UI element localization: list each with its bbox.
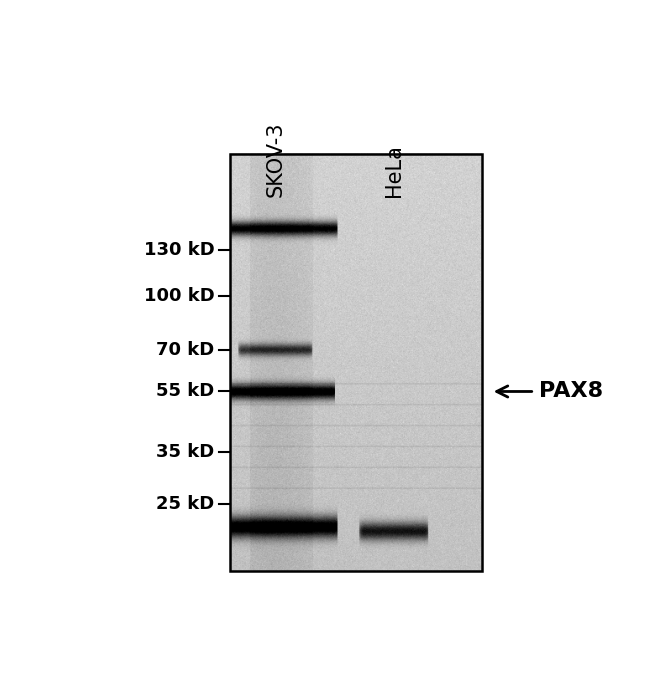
- Text: 25 kD: 25 kD: [157, 495, 215, 513]
- Text: 35 kD: 35 kD: [157, 443, 215, 461]
- Text: PAX8: PAX8: [539, 381, 603, 401]
- Text: SKOV-3: SKOV-3: [265, 122, 285, 198]
- Text: 70 kD: 70 kD: [157, 341, 215, 359]
- Text: HeLa: HeLa: [384, 145, 404, 198]
- Bar: [230, 154, 482, 571]
- Text: 100 kD: 100 kD: [144, 287, 214, 305]
- Text: 130 kD: 130 kD: [144, 241, 214, 259]
- Text: 55 kD: 55 kD: [157, 383, 215, 401]
